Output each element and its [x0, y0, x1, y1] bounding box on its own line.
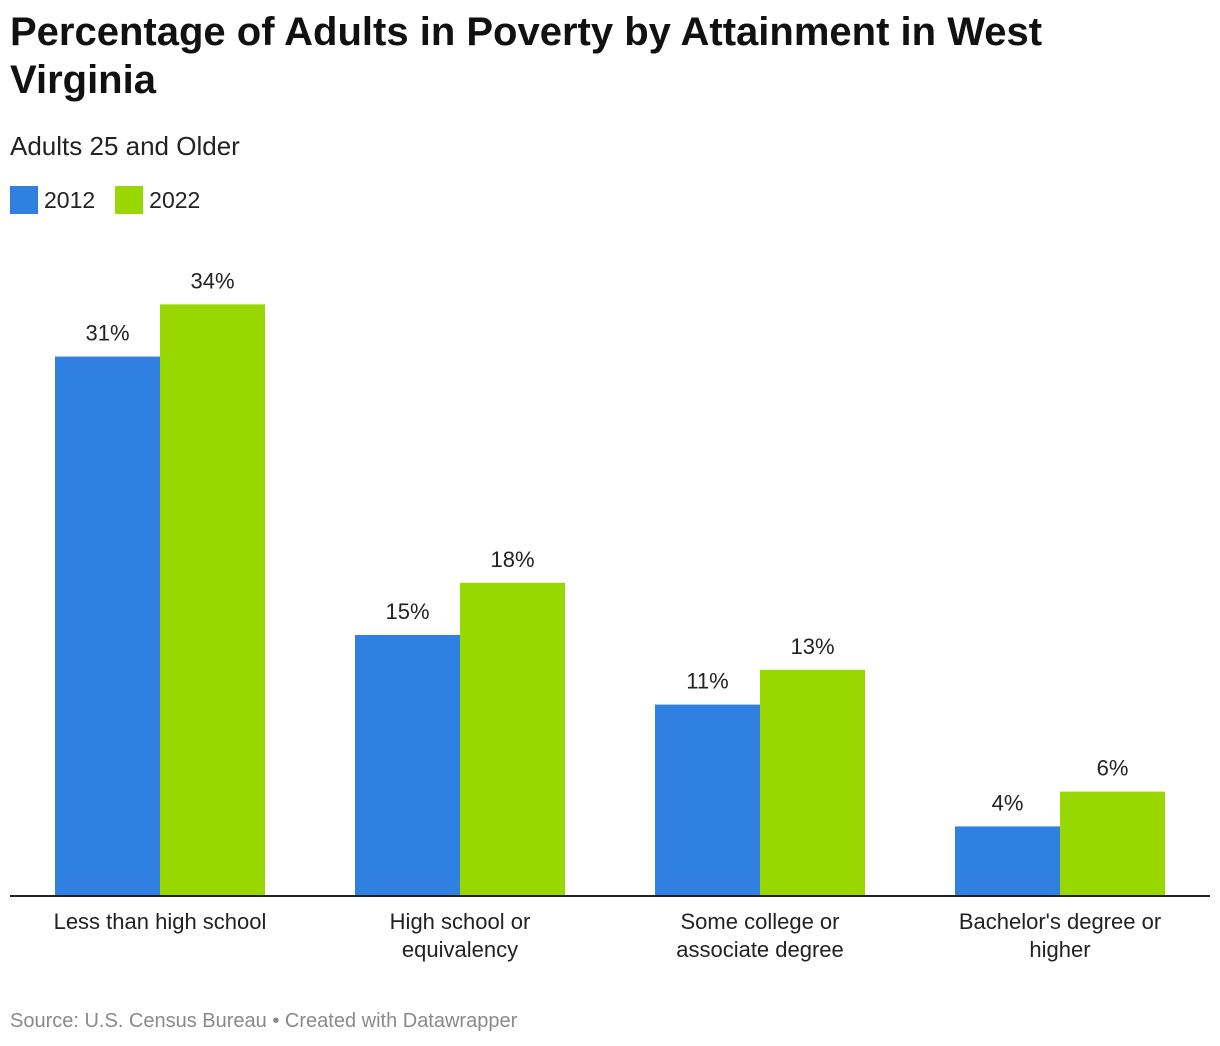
bar-2012-2	[655, 704, 760, 896]
bar-2012-3	[955, 826, 1060, 896]
chart-subtitle: Adults 25 and Older	[10, 131, 240, 161]
category-label-3-1: higher	[1029, 937, 1090, 962]
bar-2022-1	[460, 582, 565, 896]
data-label-2022-0: 34%	[190, 268, 234, 293]
category-label-0-0: Less than high school	[54, 909, 267, 934]
legend-label-2012: 2012	[44, 187, 96, 213]
data-label-2012-0: 31%	[85, 321, 129, 346]
data-label-2022-3: 6%	[1097, 756, 1129, 781]
legend-swatch-2012	[10, 186, 38, 214]
bar-2022-0	[160, 304, 265, 896]
data-label-2022-1: 18%	[490, 547, 534, 572]
legend: 2012 2022	[10, 186, 220, 214]
category-label-2-1: associate degree	[676, 937, 844, 962]
legend-label-2022: 2022	[149, 187, 201, 213]
bar-2012-1	[355, 635, 460, 896]
data-label-2022-2: 13%	[790, 634, 834, 659]
legend-item-2012: 2012	[10, 186, 95, 214]
category-label-2-0: Some college or	[681, 909, 840, 934]
category-label-3-0: Bachelor's degree or	[959, 909, 1161, 934]
bar-2012-0	[55, 356, 160, 897]
legend-swatch-2022	[115, 186, 144, 214]
data-label-2012-1: 15%	[385, 599, 429, 624]
bar-chart: 31% 34% Less than high school 15% 18% High sc…	[10, 268, 1210, 962]
chart-title: Percentage of Adults in Poverty by Attai…	[10, 10, 1043, 102]
category-label-1-1: equivalency	[402, 937, 518, 962]
source-note: Source: U.S. Census Bureau • Created wit…	[10, 1010, 518, 1032]
data-label-2012-2: 11%	[686, 669, 728, 694]
legend-item-2022: 2022	[115, 186, 200, 214]
category-label-1-0: High school or	[390, 909, 531, 934]
data-label-2012-3: 4%	[992, 790, 1024, 815]
bar-2022-2	[760, 669, 865, 896]
bar-2022-3	[1060, 791, 1165, 896]
